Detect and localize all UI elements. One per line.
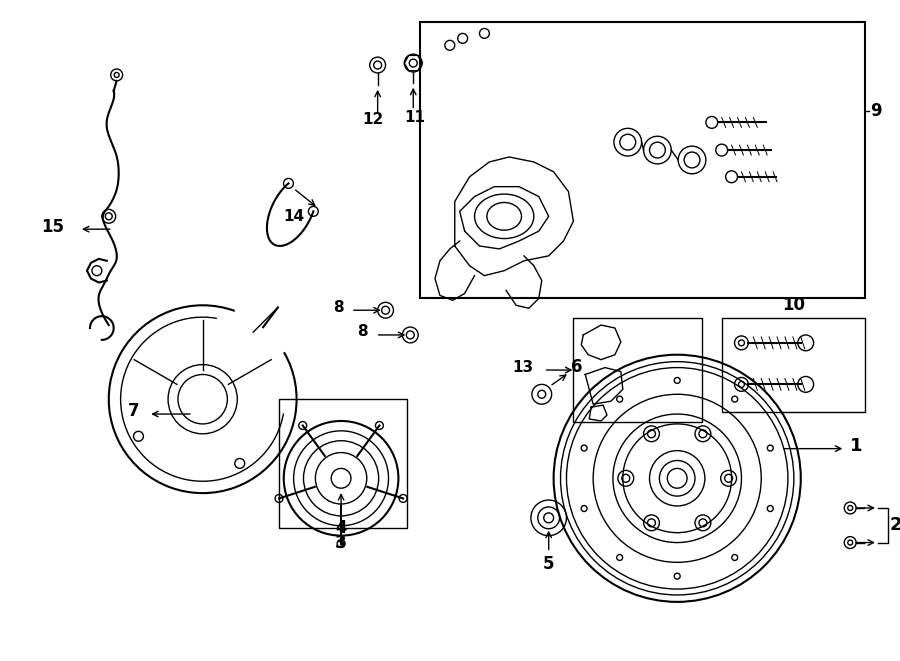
Text: 15: 15: [41, 218, 65, 236]
Bar: [420, 22, 865, 298]
Text: 7: 7: [128, 402, 140, 420]
Text: 8: 8: [357, 325, 368, 340]
Text: 13: 13: [513, 360, 534, 375]
Text: 2: 2: [890, 516, 900, 534]
Text: 5: 5: [543, 555, 554, 573]
Text: 10: 10: [782, 296, 805, 314]
Bar: [722, 318, 865, 412]
Text: 8: 8: [333, 300, 344, 315]
Text: 4: 4: [336, 519, 346, 537]
Text: 12: 12: [362, 112, 383, 128]
Text: 9: 9: [870, 102, 882, 120]
Text: 14: 14: [283, 209, 304, 224]
Text: 3: 3: [336, 533, 346, 551]
Text: 6: 6: [572, 358, 583, 375]
Text: 1: 1: [850, 437, 863, 455]
Bar: [573, 318, 702, 422]
Bar: [279, 399, 408, 527]
Text: 11: 11: [405, 110, 426, 126]
